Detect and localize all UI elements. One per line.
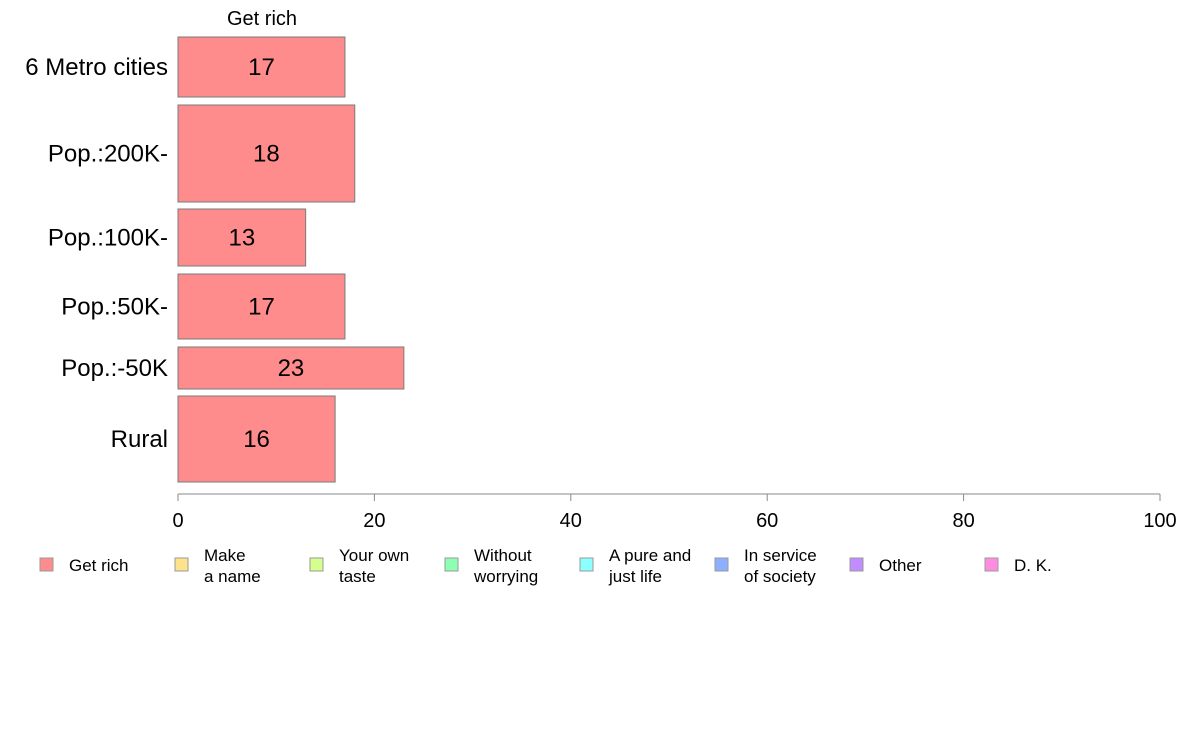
category-label: Rural bbox=[111, 426, 168, 453]
data-label: 23 bbox=[278, 355, 305, 382]
data-label: 17 bbox=[248, 294, 275, 321]
legend-swatch bbox=[714, 557, 729, 572]
data-label: 18 bbox=[253, 141, 280, 168]
legend-label: Get rich bbox=[69, 556, 129, 575]
bar bbox=[177, 208, 307, 267]
legend-swatch bbox=[444, 557, 459, 572]
legend-swatch bbox=[174, 557, 189, 572]
category-label: Pop.:50K- bbox=[61, 294, 168, 321]
legend-label: In service bbox=[744, 546, 817, 565]
category-label: Pop.:200K- bbox=[48, 141, 168, 168]
bar bbox=[177, 104, 356, 203]
x-tick-label: 40 bbox=[560, 510, 582, 532]
legend-label: of society bbox=[744, 567, 816, 586]
legend-label: D. K. bbox=[1014, 556, 1052, 575]
legend-label: Without bbox=[474, 546, 532, 565]
bars-group: 17 6 Metro cities 18 Pop.:200K- 13 Pop.:100K-… bbox=[25, 36, 405, 483]
panel-title: Get rich bbox=[227, 8, 297, 30]
legend-swatch bbox=[984, 557, 999, 572]
x-tick-label: 100 bbox=[1143, 510, 1176, 532]
x-tick-label: 80 bbox=[952, 510, 974, 532]
legend-label: Your own bbox=[339, 546, 409, 565]
legend-label: Other bbox=[879, 556, 922, 575]
x-axis: 0 20 40 60 80 100 bbox=[172, 493, 1177, 532]
x-tick-label: 0 bbox=[172, 510, 183, 532]
bar bbox=[177, 36, 346, 98]
bar bbox=[177, 395, 336, 483]
legend-swatch bbox=[39, 557, 54, 572]
legend-swatch bbox=[579, 557, 594, 572]
legend-label: A pure and bbox=[609, 546, 691, 565]
x-tick-label: 20 bbox=[363, 510, 385, 532]
legend-swatch bbox=[849, 557, 864, 572]
legend-label: a name bbox=[204, 567, 261, 586]
x-tick-label: 60 bbox=[756, 510, 778, 532]
legend-label: just life bbox=[608, 567, 662, 586]
legend-swatch bbox=[309, 557, 324, 572]
data-label: 16 bbox=[243, 426, 270, 453]
category-label: 6 Metro cities bbox=[25, 54, 168, 81]
legend-label: worrying bbox=[473, 567, 538, 586]
category-label: Pop.:-50K bbox=[61, 355, 168, 382]
legend-label: Make bbox=[204, 546, 246, 565]
legend-label: taste bbox=[339, 567, 376, 586]
data-label: 17 bbox=[248, 54, 275, 81]
bar bbox=[177, 273, 346, 340]
data-label: 13 bbox=[228, 225, 255, 252]
bar bbox=[177, 346, 405, 390]
category-label: Pop.:100K- bbox=[48, 225, 168, 252]
legend: Get rich Make a name Your own taste Without wo… bbox=[39, 546, 1052, 586]
